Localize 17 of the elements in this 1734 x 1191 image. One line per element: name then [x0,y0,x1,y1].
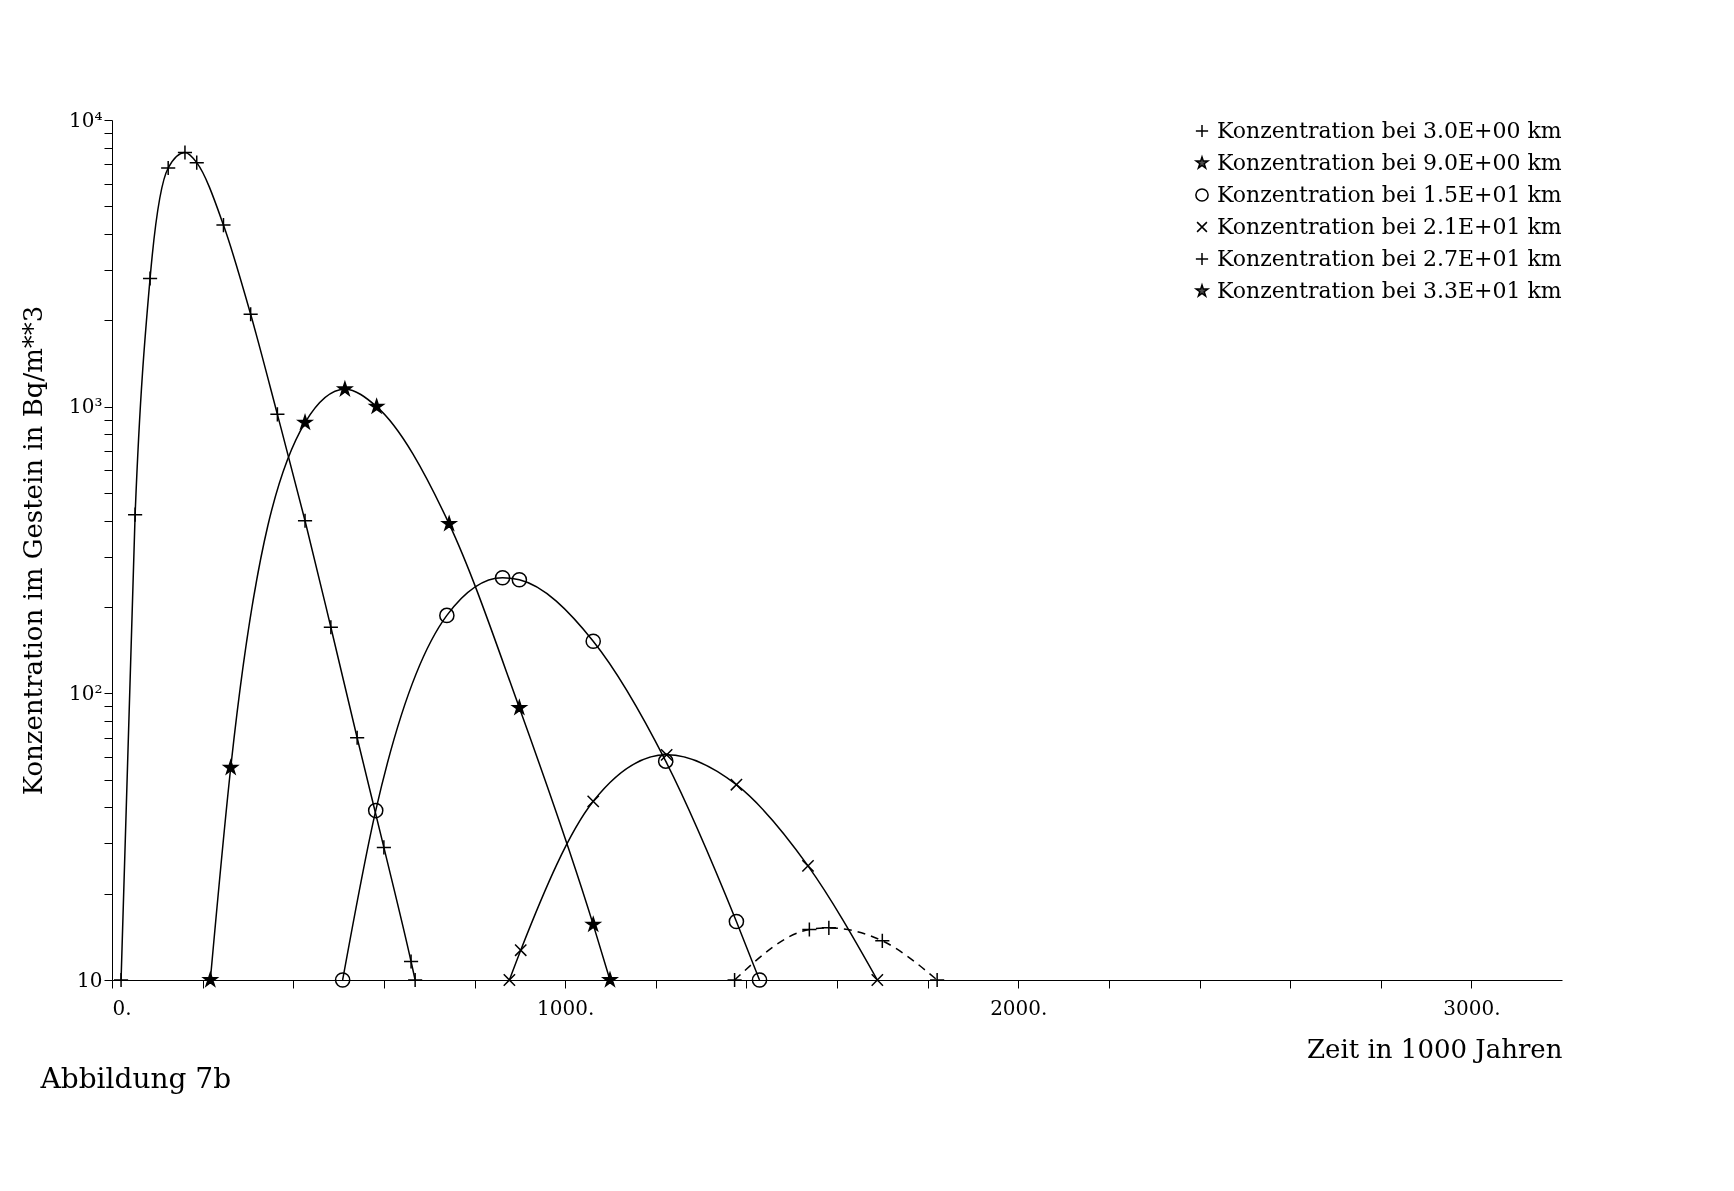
y-tick-label: 10³ [69,394,103,419]
text: Abbildung 7b [39,1062,232,1095]
legend-label: Konzentration bei 1.5E+01 km [1217,182,1562,207]
x-tick-label: 0. [112,995,132,1020]
legend-label: Konzentration bei 2.1E+01 km [1217,214,1562,239]
legend-label: Konzentration bei 3.0E+00 km [1217,118,1562,143]
legend-label: Konzentration bei 9.0E+00 km [1217,150,1562,175]
y-tick-label: 10² [69,680,103,705]
legend-label: Konzentration bei 3.3E+01 km [1217,278,1562,303]
x-tick-label: 3000. [1443,995,1501,1020]
x-tick-label: 2000. [990,995,1048,1020]
y-axis-title: Konzentration im Gestein in Bq/m**3 [18,305,49,796]
legend-label: Konzentration bei 2.7E+01 km [1217,246,1562,271]
x-axis-title: Zeit in 1000 Jahren [1307,1033,1563,1064]
y-tick-label: 10⁴ [69,107,103,132]
y-tick-label: 10 [77,967,103,992]
x-tick-label: 1000. [536,995,595,1020]
